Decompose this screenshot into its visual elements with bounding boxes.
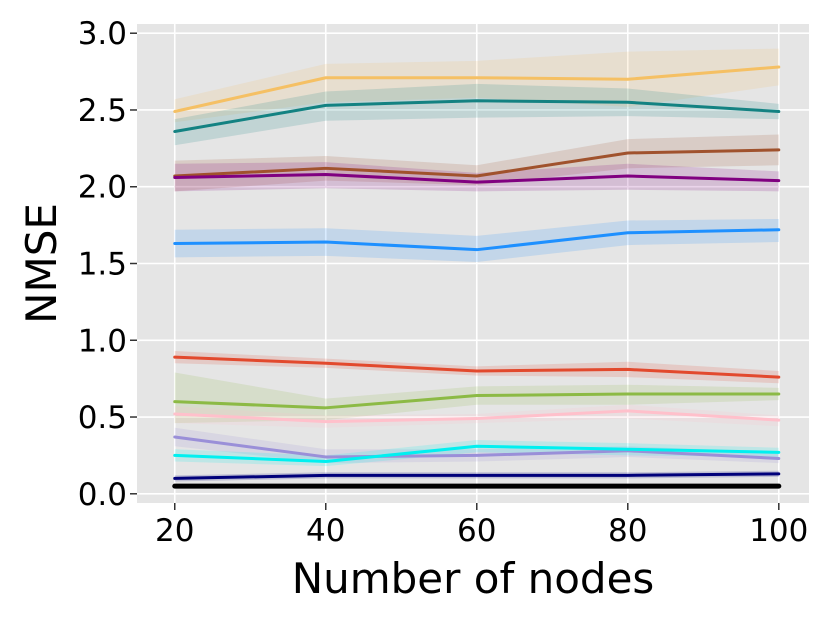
y-tick-label: 3.0 bbox=[78, 16, 127, 52]
x-tick-label: 40 bbox=[306, 513, 345, 549]
y-axis-label: NMSE bbox=[17, 203, 66, 324]
x-tick-label: 60 bbox=[457, 513, 496, 549]
series-6-line bbox=[173, 355, 781, 379]
series-5-band bbox=[174, 218, 779, 262]
series-1-band bbox=[174, 48, 779, 123]
y-tick-label: 0.5 bbox=[78, 400, 127, 436]
y-tick-label: 1.5 bbox=[78, 247, 127, 283]
y-tick-label: 0.0 bbox=[78, 477, 127, 513]
series-10-line bbox=[173, 444, 781, 464]
series-8-line bbox=[173, 409, 781, 424]
y-tick-label: 2.5 bbox=[78, 93, 127, 129]
x-tick-label: 80 bbox=[608, 513, 647, 549]
series-4-line bbox=[173, 172, 781, 184]
series-3-line bbox=[173, 148, 781, 178]
series-6-band bbox=[174, 351, 779, 384]
series-2-band bbox=[174, 83, 779, 146]
y-axis-ticks: 0.0 0.5 1.0 1.5 2.0 2.5 3.0 bbox=[78, 16, 137, 513]
series-1-line bbox=[173, 65, 781, 114]
grid-lines bbox=[137, 24, 809, 503]
series-9-line bbox=[173, 435, 781, 460]
x-axis-label: Number of nodes bbox=[292, 554, 655, 603]
series-7-band bbox=[174, 372, 779, 424]
x-tick-label: 100 bbox=[749, 513, 808, 549]
series-9-band bbox=[174, 427, 779, 464]
series-2-line bbox=[173, 99, 781, 133]
series-5-line bbox=[173, 228, 781, 252]
y-tick-label: 1.0 bbox=[78, 323, 127, 359]
series-3-band bbox=[174, 134, 779, 192]
series-7-line bbox=[173, 392, 781, 410]
x-axis-ticks: 20 40 60 80 100 bbox=[155, 503, 808, 549]
y-tick-label: 2.0 bbox=[78, 170, 127, 206]
series-lines bbox=[172, 65, 782, 489]
series-11-line bbox=[173, 472, 781, 480]
x-tick-label: 20 bbox=[155, 513, 194, 549]
series-10-band bbox=[174, 440, 779, 467]
